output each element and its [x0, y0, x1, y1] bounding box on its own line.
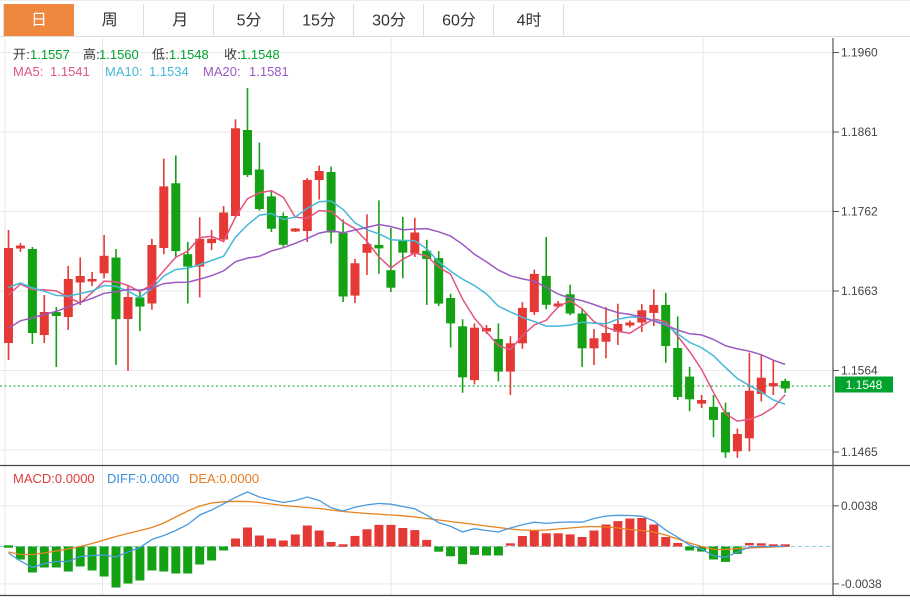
svg-text:1.1564: 1.1564	[841, 364, 878, 378]
svg-text::: :	[237, 47, 241, 62]
svg-text::: :	[96, 47, 100, 62]
svg-text:30: 30	[372, 12, 390, 29]
svg-text:0.0038: 0.0038	[841, 499, 878, 513]
svg-text:1.1548: 1.1548	[846, 378, 883, 392]
svg-text:1.1465: 1.1465	[841, 445, 878, 459]
svg-text:1.1762: 1.1762	[841, 205, 878, 219]
svg-text:60: 60	[442, 12, 460, 29]
svg-text:15: 15	[302, 12, 320, 29]
svg-text:1.1861: 1.1861	[841, 125, 878, 139]
svg-text::: :	[165, 47, 169, 62]
svg-text:4: 4	[517, 12, 526, 29]
svg-text:1.1960: 1.1960	[841, 46, 878, 60]
svg-text:1.1663: 1.1663	[841, 284, 878, 298]
svg-text:5: 5	[237, 12, 246, 29]
svg-text:-0.0038: -0.0038	[841, 577, 882, 591]
svg-text::: :	[26, 47, 30, 62]
